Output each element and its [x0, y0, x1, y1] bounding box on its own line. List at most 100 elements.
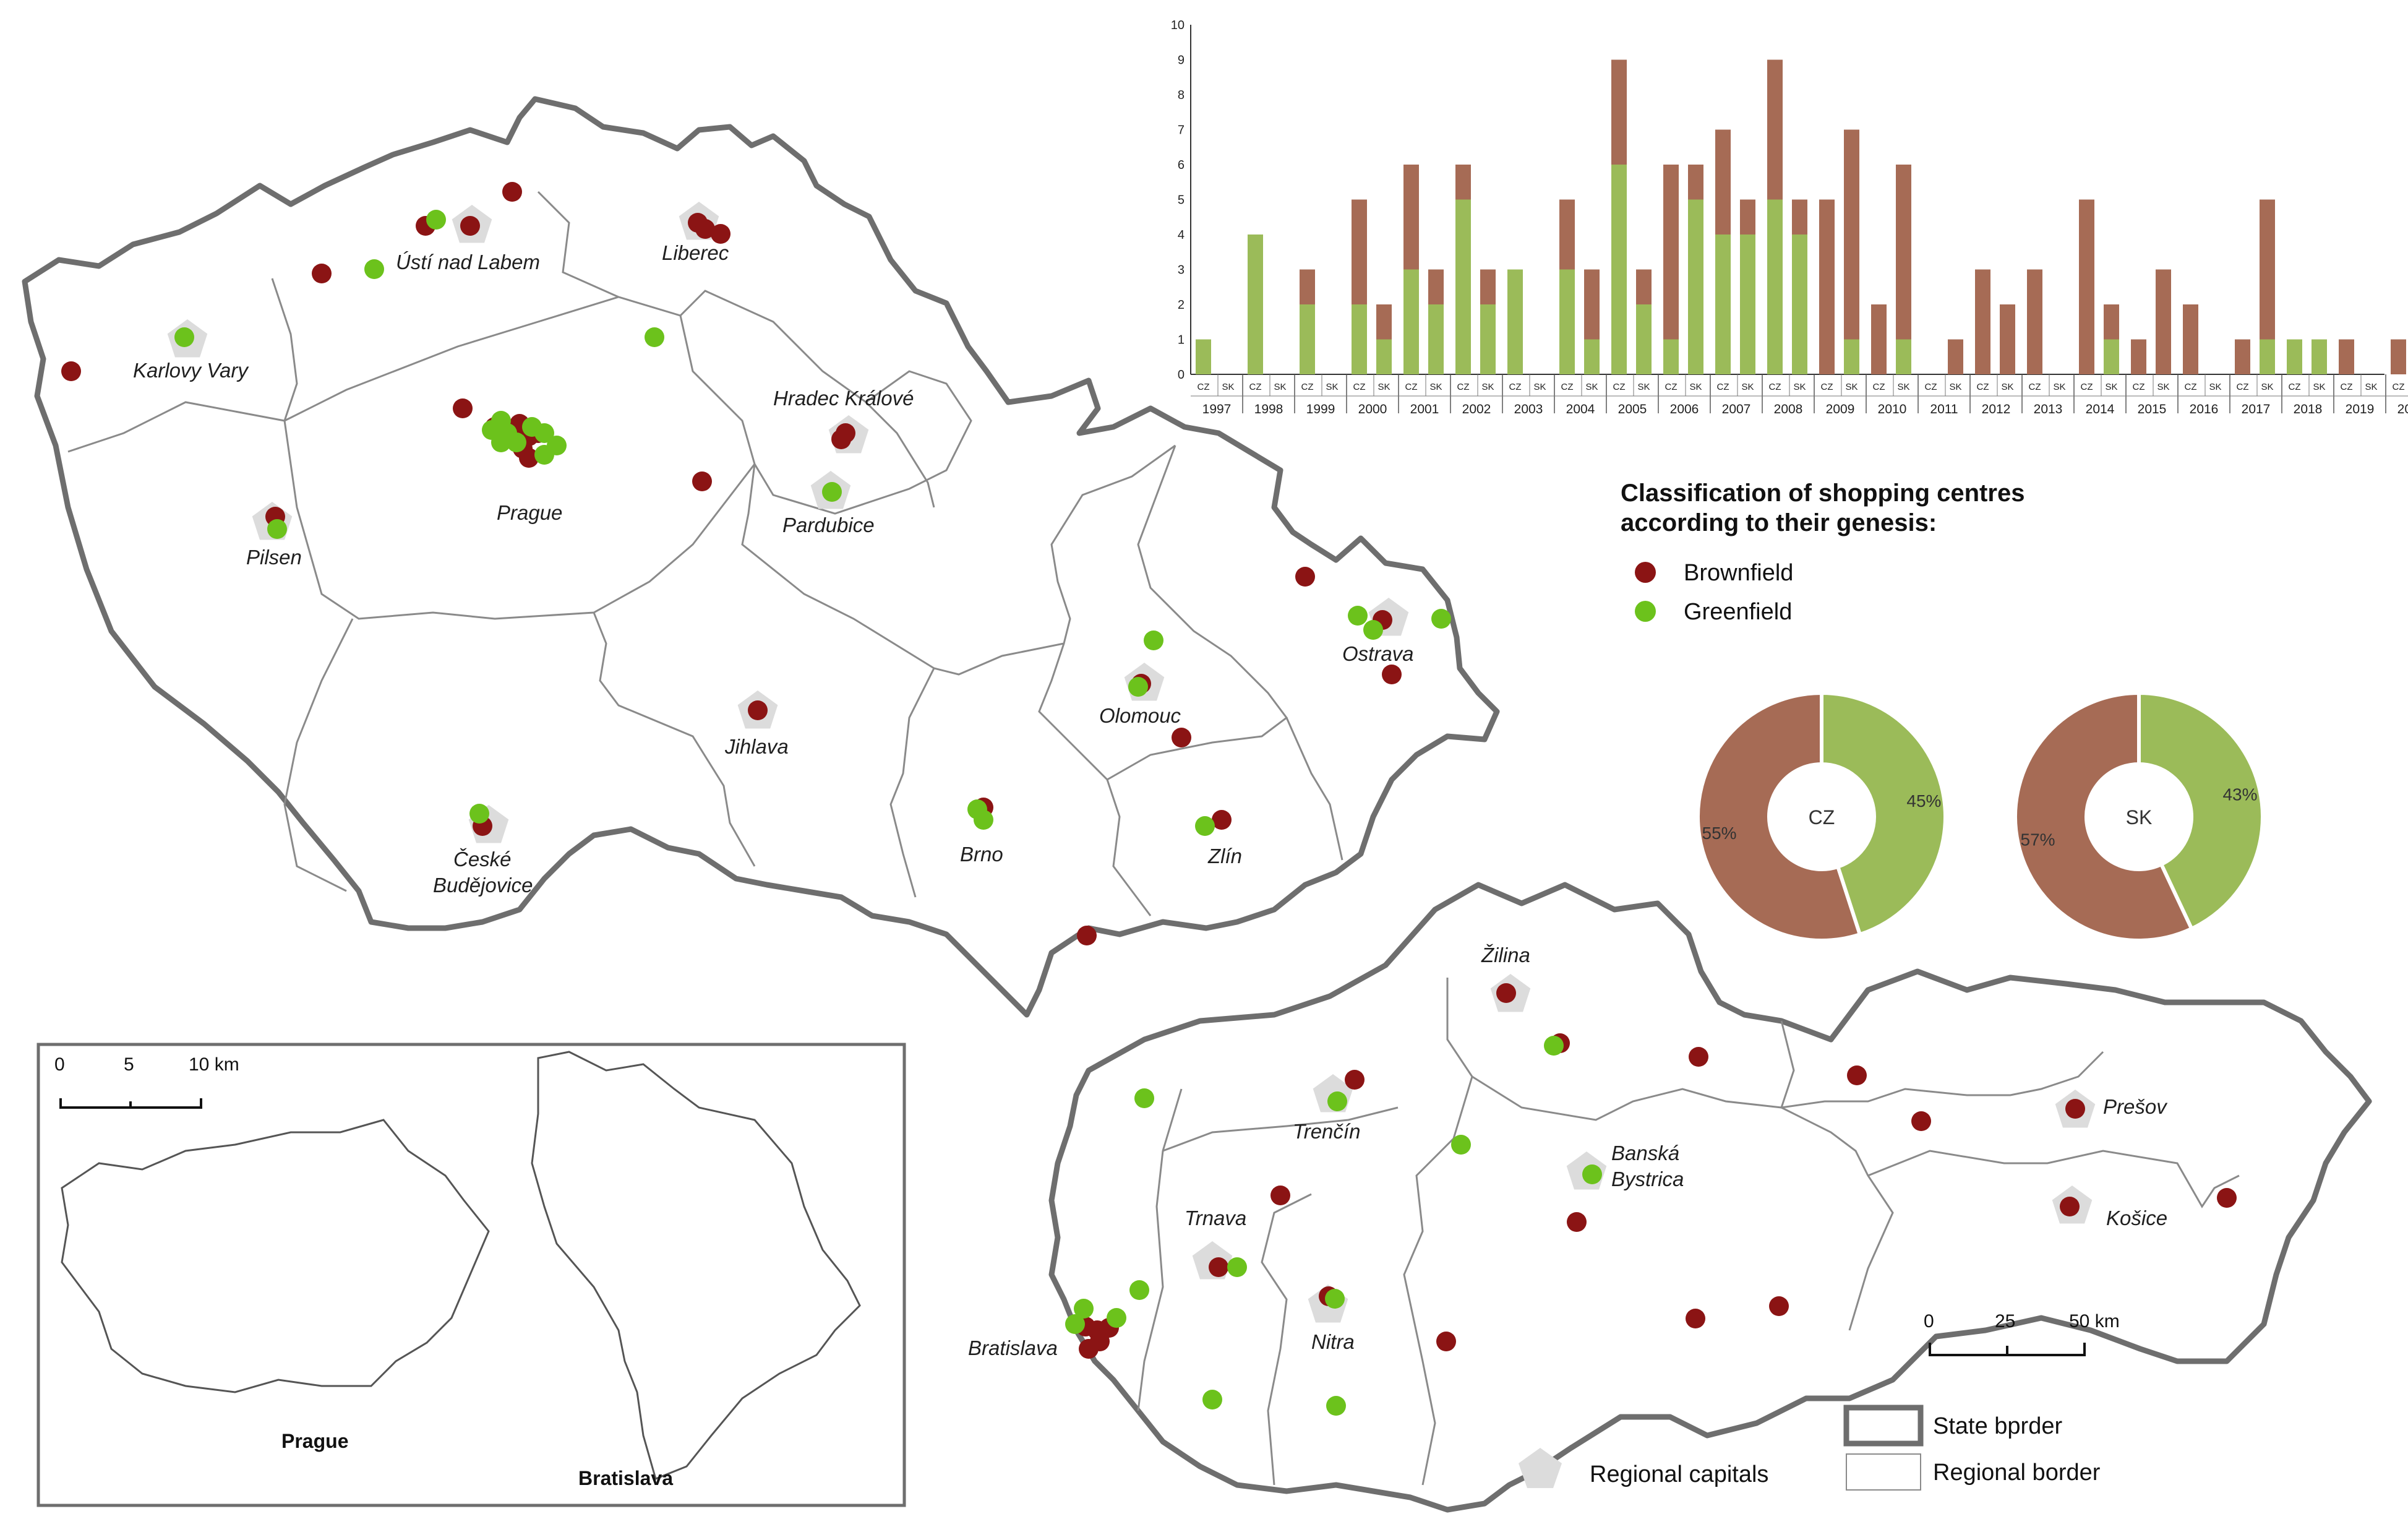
brownfield-point: [2217, 1188, 2237, 1208]
bar-greenfield-cz-1998: [1248, 235, 1263, 374]
legend-regional-capitals-label: Regional capitals: [1590, 1461, 1768, 1487]
bar-brownfield-cz-2013: [2027, 269, 2042, 374]
bar-country-label: CZ: [2133, 382, 2145, 392]
legend-brownfield-marker: [1635, 562, 1656, 583]
brownfield-point: [1079, 1339, 1099, 1359]
brownfield-point: [1270, 1186, 1290, 1205]
donut-percent-label: 57%: [2021, 830, 2055, 850]
inset-bratislava-label: Bratislava: [578, 1467, 673, 1489]
bar-brownfield-cz-2014: [2079, 199, 2094, 374]
legend-regional-border-swatch: [1846, 1453, 1921, 1491]
slovakia-regional-borders: [1137, 978, 2240, 1486]
city-label-karlovy-vary: Karlovy Vary: [133, 359, 249, 382]
czech-regional-borders: [67, 191, 1343, 916]
legend-regional-border-label: Regional border: [1933, 1460, 2101, 1486]
bar-country-label: CZ: [1198, 382, 1210, 392]
bar-chart-bars: [1196, 59, 2406, 374]
bar-year-label: 2000: [1358, 402, 1387, 416]
brownfield-point: [1077, 926, 1097, 945]
bar-country-label: SK: [2157, 382, 2169, 392]
bar-country-label: SK: [1689, 382, 1702, 392]
bar-year-label: 2006: [1670, 402, 1699, 416]
city-label-ceske: České: [453, 848, 512, 871]
greenfield-point: [267, 519, 287, 539]
city-label-zlin: Zlín: [1207, 845, 1242, 867]
bar-country-label: SK: [1585, 382, 1598, 392]
bar-year-label: 2013: [2034, 402, 2063, 416]
city-label-presov: Prešov: [2103, 1095, 2168, 1118]
brownfield-point: [1911, 1111, 1931, 1131]
greenfield-point: [1128, 677, 1148, 697]
bar-year-label: 2005: [1618, 402, 1647, 416]
bar-chart-y-tick-label: 10: [1171, 19, 1185, 32]
slovakia-map: [1048, 882, 2372, 1513]
bar-country-label: SK: [1378, 382, 1390, 392]
brownfield-point: [1436, 1332, 1456, 1351]
bar-brownfield-cz-2009: [1819, 199, 1835, 374]
bar-year-label: 2001: [1410, 402, 1439, 416]
city-label-nitra: Nitra: [1311, 1330, 1355, 1353]
inset-prague-outline: [61, 1119, 490, 1393]
donut-charts: 45% 55% CZ 43% 57% SK: [1696, 691, 2264, 942]
inset-prague-label: Prague: [281, 1430, 348, 1452]
legend-title-line1: Classification of shopping centres: [1621, 480, 2025, 507]
brownfield-point: [1209, 1257, 1228, 1277]
bar-year-label: 1998: [1254, 402, 1283, 416]
bar-brownfield-cz-1999: [1300, 269, 1315, 304]
greenfield-point: [822, 482, 842, 502]
city-label-liberec: Liberec: [662, 241, 729, 264]
bar-country-label: SK: [1481, 382, 1494, 392]
bar-brownfield-cz-2004: [1559, 199, 1575, 270]
bar-greenfield-cz-2002: [1455, 199, 1471, 374]
bar-brownfield-cz-2010: [1871, 304, 1887, 374]
slovak-city-labels: Žilina Trenčín Prešov Banská Bystrica Tr…: [968, 944, 2168, 1359]
greenfield-point: [1227, 1257, 1247, 1277]
bar-chart-x-labels: CZ SK 1997 CZ SK 1998 CZ SK 1999 CZ SK 2000 CZ SK 2001…: [1191, 374, 2408, 416]
bar-chart-y-tick-label: 6: [1178, 158, 1185, 172]
inset-scale-10: 10 km: [189, 1054, 239, 1075]
greenfield-point: [1144, 630, 1163, 650]
slovakia-state-border: [1048, 882, 2372, 1513]
bar-year-label: 2007: [1722, 402, 1751, 416]
bar-year-label: 2009: [1826, 402, 1855, 416]
bar-country-label: SK: [1637, 382, 1650, 392]
legend-brownfield-label: Brownfield: [1684, 560, 1793, 586]
greenfield-point: [974, 810, 993, 830]
bar-brownfield-sk-2010: [1896, 165, 1911, 340]
greenfield-point: [1134, 1088, 1154, 1108]
bar-country-label: CZ: [1873, 382, 1885, 392]
bar-country-label: CZ: [1301, 382, 1314, 392]
city-label-bratislava: Bratislava: [968, 1336, 1058, 1359]
inset-scale-0: 0: [54, 1054, 65, 1075]
legend-greenfield-label: Greenfield: [1684, 599, 1792, 625]
bar-chart-y-tick-label: 3: [1178, 264, 1185, 277]
greenfield-point: [1431, 609, 1451, 629]
bar-greenfield-sk-2002: [1480, 304, 1496, 374]
brownfield-point: [312, 264, 332, 283]
bar-brownfield-cz-2015: [2131, 339, 2146, 374]
bar-brownfield-sk-2017: [2260, 199, 2275, 340]
border-legend: State bprder Regional border Regional ca…: [1519, 1405, 2101, 1491]
bar-country-label: CZ: [2081, 382, 2093, 392]
bar-brownfield-sk-2009: [1844, 129, 1859, 340]
legend-title-line2: according to their genesis:: [1621, 509, 1937, 536]
greenfield-point: [426, 210, 446, 230]
bar-country-label: CZ: [2237, 382, 2249, 392]
slovak-scale-50: 50 km: [2069, 1311, 2120, 1332]
city-label-trencin: Trenčín: [1293, 1120, 1360, 1143]
greenfield-point: [534, 423, 554, 443]
bar-country-label: SK: [2313, 382, 2325, 392]
inset-bratislava-outline: [531, 1051, 861, 1481]
greenfield-point: [469, 804, 489, 824]
bar-year-label: 2020: [2397, 402, 2408, 416]
greenfield-point: [1582, 1164, 1602, 1184]
bar-greenfield-sk-2017: [2260, 339, 2275, 374]
greenfield-point: [1202, 1390, 1222, 1409]
bar-chart-y-tick-label: 8: [1178, 88, 1185, 102]
bar-brownfield-cz-2008: [1767, 59, 1783, 200]
city-label-olomouc: Olomouc: [1099, 704, 1181, 727]
bar-brownfield-cz-2002: [1455, 165, 1471, 200]
bar-country-label: SK: [2001, 382, 2013, 392]
bar-greenfield-sk-2001: [1428, 304, 1444, 374]
